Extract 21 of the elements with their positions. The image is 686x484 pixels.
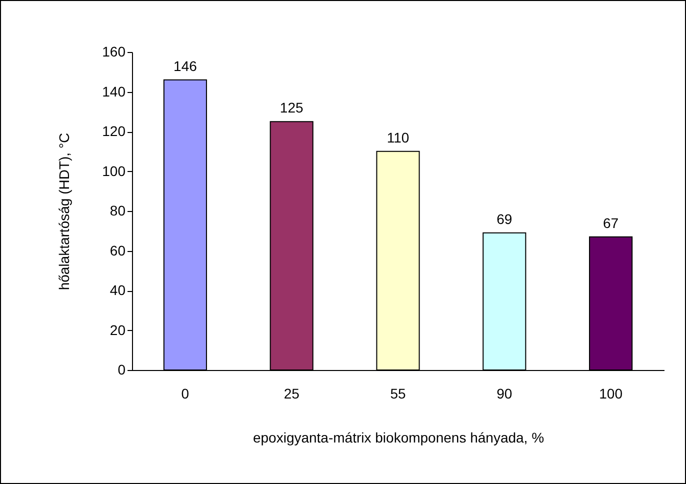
y-axis-title: hőalaktartóság (HDT), °C bbox=[56, 132, 72, 290]
x-tick-label: 55 bbox=[390, 386, 406, 402]
data-label: 146 bbox=[174, 58, 198, 74]
y-tick-label: 160 bbox=[102, 44, 126, 60]
y-tick-label: 40 bbox=[110, 282, 126, 298]
y-tick-label: 20 bbox=[110, 322, 126, 338]
data-label: 110 bbox=[386, 129, 410, 146]
y-tick-label: 120 bbox=[102, 123, 126, 139]
x-tick-label: 100 bbox=[599, 386, 623, 402]
data-label: 125 bbox=[280, 100, 304, 116]
y-tick-label: 60 bbox=[110, 242, 126, 258]
data-label: 67 bbox=[603, 214, 619, 231]
y-tick-label: 80 bbox=[110, 202, 126, 218]
x-tick-label: 0 bbox=[181, 386, 190, 402]
data-label: 69 bbox=[496, 210, 512, 227]
y-tick-label: 100 bbox=[102, 162, 126, 179]
x-tick-label: 90 bbox=[496, 386, 512, 402]
x-axis-title: epoxigyanta-mátrix biokomponens hányada, % bbox=[252, 430, 544, 446]
y-tick-label: 140 bbox=[102, 83, 126, 100]
y-tick-label: 0 bbox=[118, 362, 126, 378]
x-tick-label: 25 bbox=[284, 386, 300, 402]
